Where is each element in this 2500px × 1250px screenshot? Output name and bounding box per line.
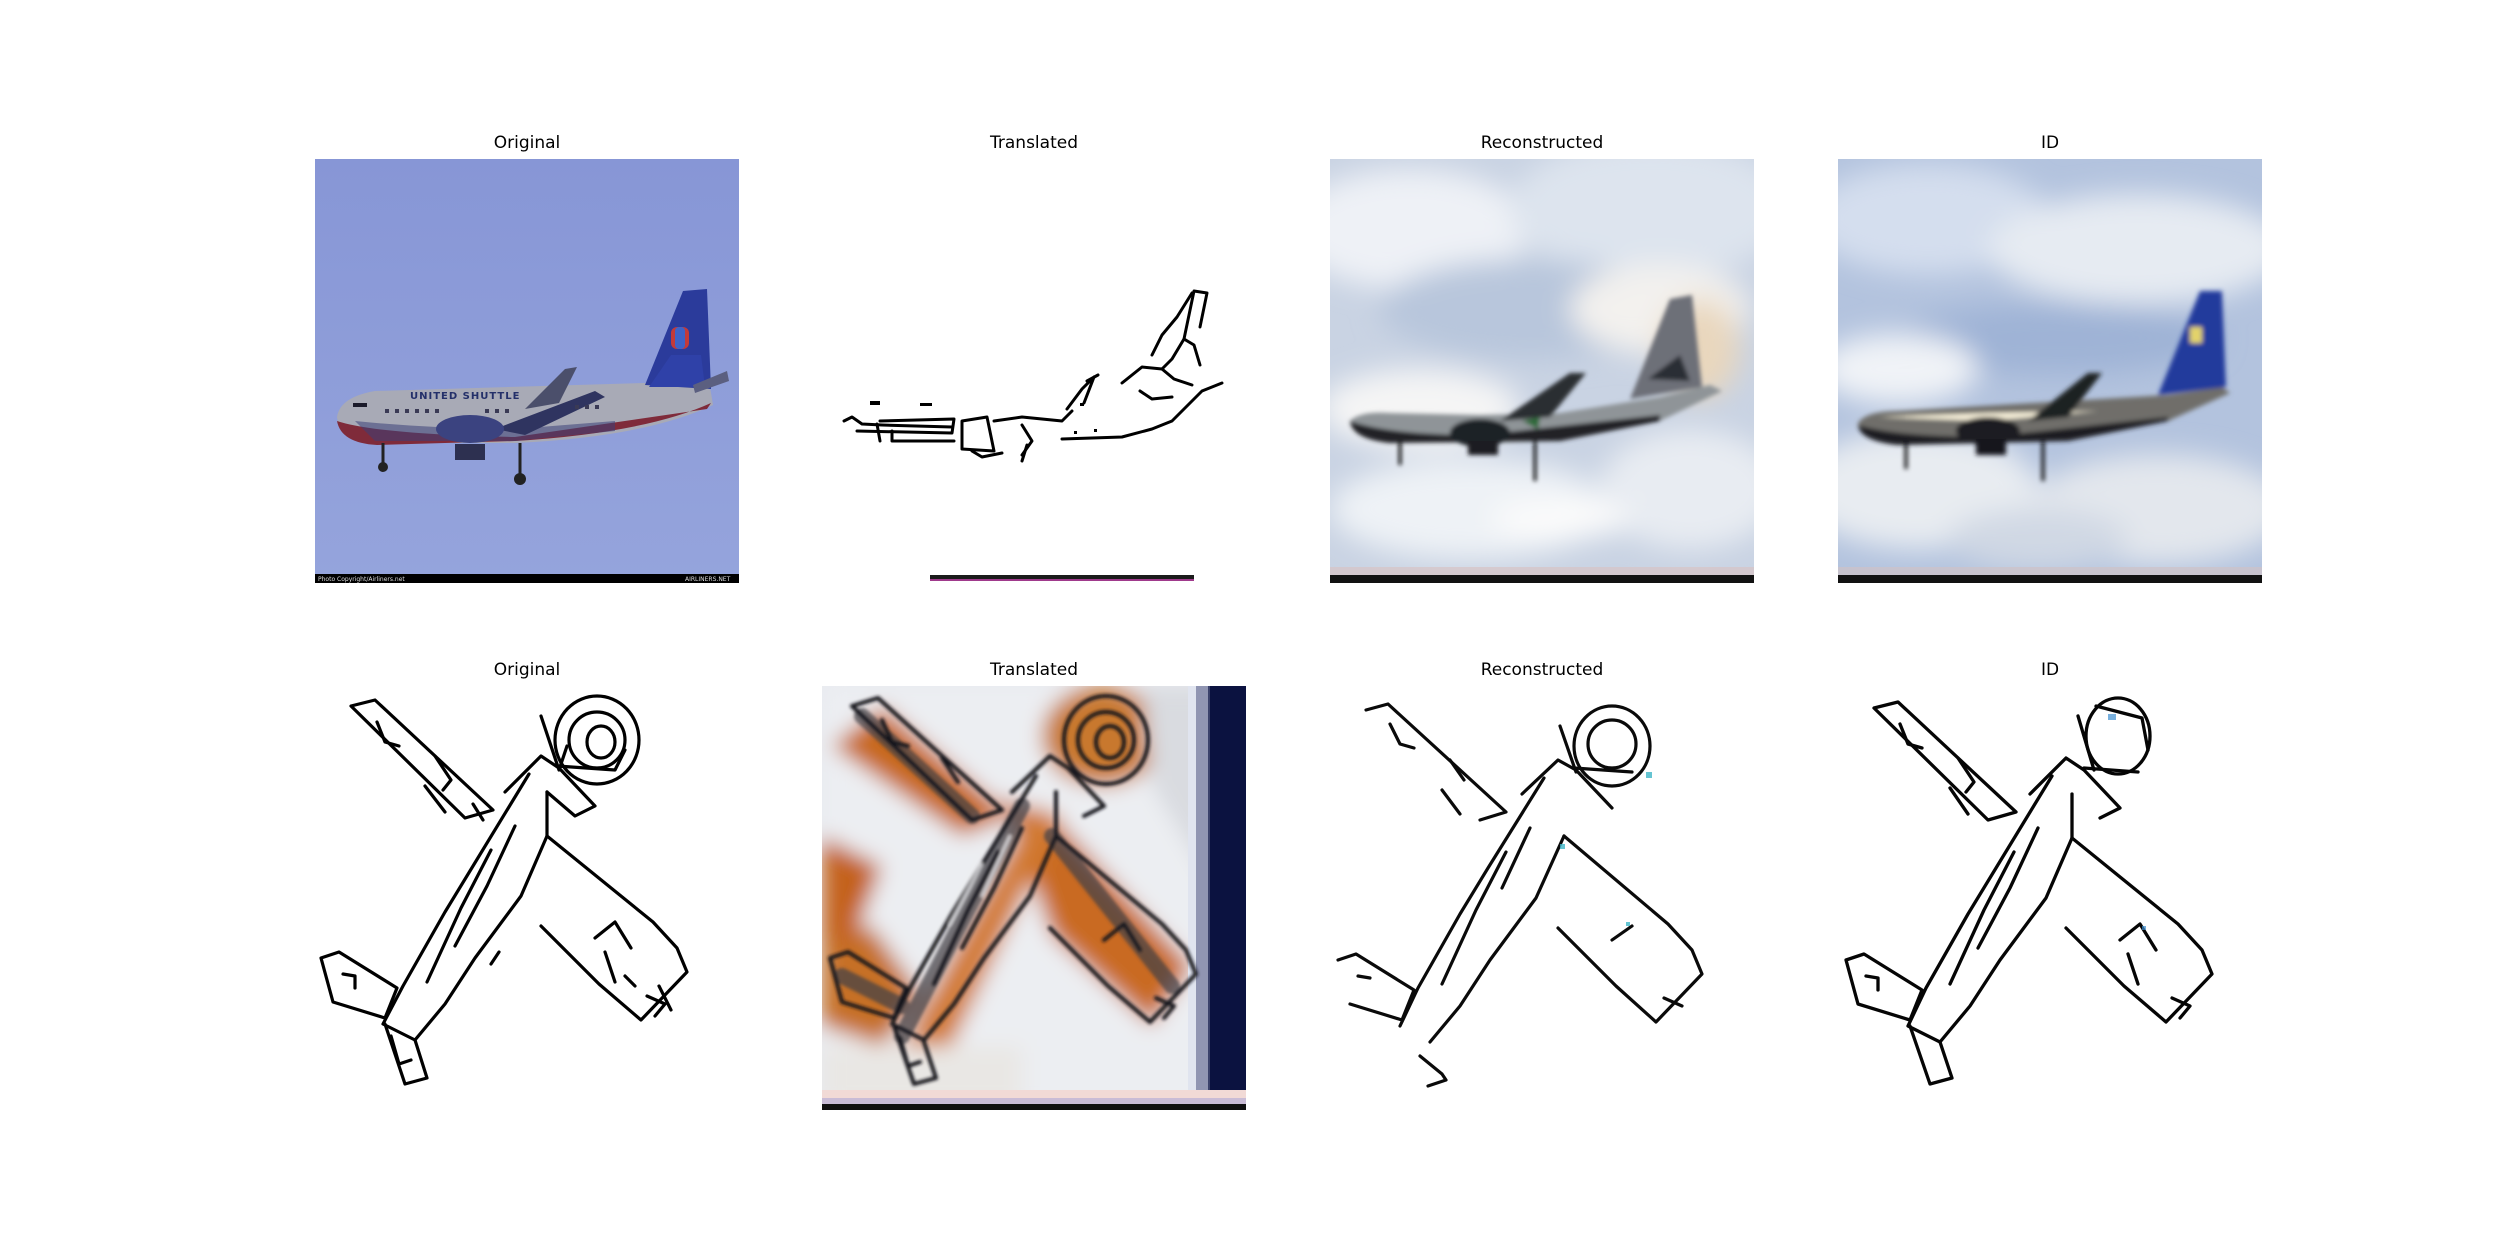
panel-title: Reconstructed: [1480, 133, 1604, 153]
blurry-airliner-blue-tail-image: [1838, 159, 2262, 583]
livery-text: UNITED SHUTTLE: [410, 391, 520, 402]
panel-title: Original: [493, 660, 561, 680]
photo-caption-right: AIRLINERS.NET: [685, 576, 731, 583]
panel-title: Original: [493, 133, 561, 153]
panel-title: ID: [2040, 133, 2060, 153]
painted-propeller-plane: [822, 686, 1246, 1110]
propeller-plane-sketch: [315, 686, 739, 1110]
panel-title: Translated: [990, 660, 1078, 680]
panel-title: Translated: [990, 133, 1078, 153]
panel-title: Reconstructed: [1480, 660, 1604, 680]
propeller-plane-sketch-reconstructed: [1330, 686, 1754, 1110]
photo-caption-left: Photo Copyright/Airliners.net: [318, 576, 405, 583]
airliner-sketch: [822, 159, 1246, 583]
propeller-plane-sketch-id: [1838, 686, 2262, 1110]
panel-title: ID: [2040, 660, 2060, 680]
airliner-photo: UNITED SHUTTLE Photo Copyright/Airliners…: [315, 159, 739, 583]
blurry-airliner-image: [1330, 159, 1754, 583]
